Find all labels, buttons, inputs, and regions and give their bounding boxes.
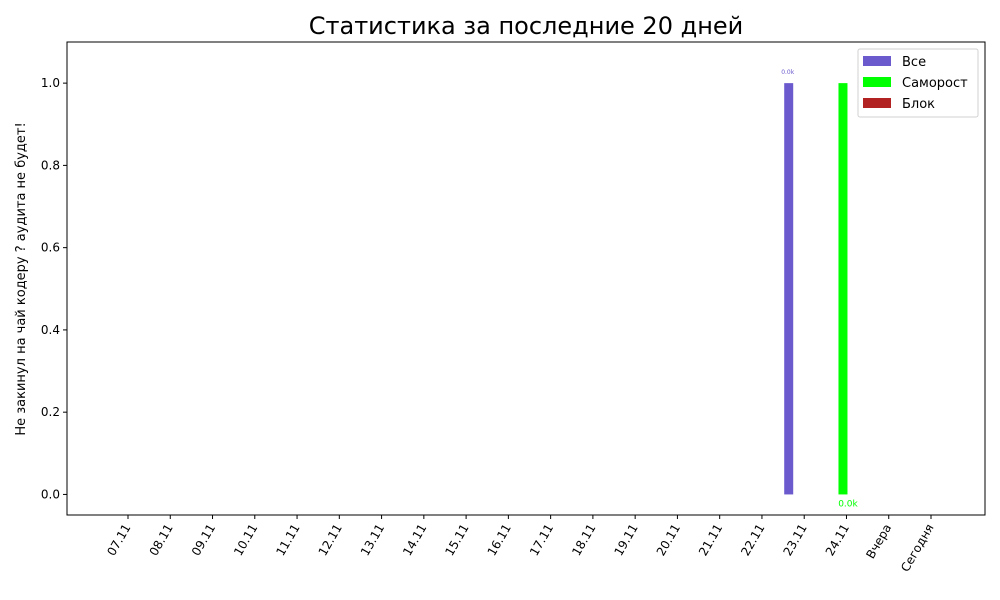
bar-data-label: 0.0k bbox=[838, 499, 858, 509]
x-tick-label: 16.11 bbox=[485, 522, 514, 559]
x-tick-label: 11.11 bbox=[273, 522, 302, 559]
x-tick-label: 10.11 bbox=[231, 522, 260, 559]
x-tick-label: 22.11 bbox=[738, 522, 767, 559]
x-tick-label: 09.11 bbox=[189, 522, 218, 559]
y-tick-label: 0.4 bbox=[41, 323, 60, 337]
chart-title: Статистика за последние 20 дней bbox=[309, 12, 744, 40]
y-tick-label: 0.0 bbox=[41, 487, 60, 501]
x-tick-label: Сегодня bbox=[898, 522, 937, 575]
x-tick-label: 07.11 bbox=[104, 522, 133, 559]
x-tick-label: 24.11 bbox=[823, 522, 852, 559]
x-tick-label: 20.11 bbox=[654, 522, 683, 559]
y-tick-label: 0.8 bbox=[41, 158, 60, 172]
x-tick-label: 12.11 bbox=[316, 522, 345, 559]
y-tick-label: 1.0 bbox=[41, 76, 60, 90]
bar-2 bbox=[838, 83, 848, 495]
x-tick-label: 19.11 bbox=[611, 522, 640, 559]
y-axis-label: Не закинул на чай кодеру ? аудита не буд… bbox=[14, 122, 29, 435]
legend-label: Блок bbox=[902, 97, 935, 112]
x-tick-label: 17.11 bbox=[527, 522, 556, 559]
y-tick-label: 0.2 bbox=[41, 405, 60, 419]
x-tick-label: 14.11 bbox=[400, 522, 429, 559]
bar-1 bbox=[784, 83, 794, 495]
legend-swatch bbox=[863, 98, 891, 108]
x-tick-label: 18.11 bbox=[569, 522, 598, 559]
legend-swatch bbox=[863, 77, 891, 87]
x-tick-label: 15.11 bbox=[442, 522, 471, 559]
plot-area: 0.0 0.2 0.4 0.6 0.8 1.0 07.11 08.11 09.11 10.11 11… bbox=[41, 69, 937, 574]
legend-label: Саморост bbox=[902, 76, 968, 91]
y-tick-label: 0.6 bbox=[41, 241, 60, 255]
x-tick-label: 08.11 bbox=[147, 522, 176, 559]
x-tick-label: 21.11 bbox=[696, 522, 725, 559]
bar-data-label: 0.0k bbox=[781, 69, 795, 76]
legend: Все Саморост Блок bbox=[857, 48, 979, 118]
x-tick-label: 23.11 bbox=[781, 522, 810, 559]
legend-label: Все bbox=[902, 55, 926, 70]
x-tick-label: 13.11 bbox=[358, 522, 387, 559]
plot-frame bbox=[66, 41, 986, 516]
legend-swatch bbox=[863, 56, 891, 66]
x-tick-label: Вчера bbox=[863, 522, 894, 562]
